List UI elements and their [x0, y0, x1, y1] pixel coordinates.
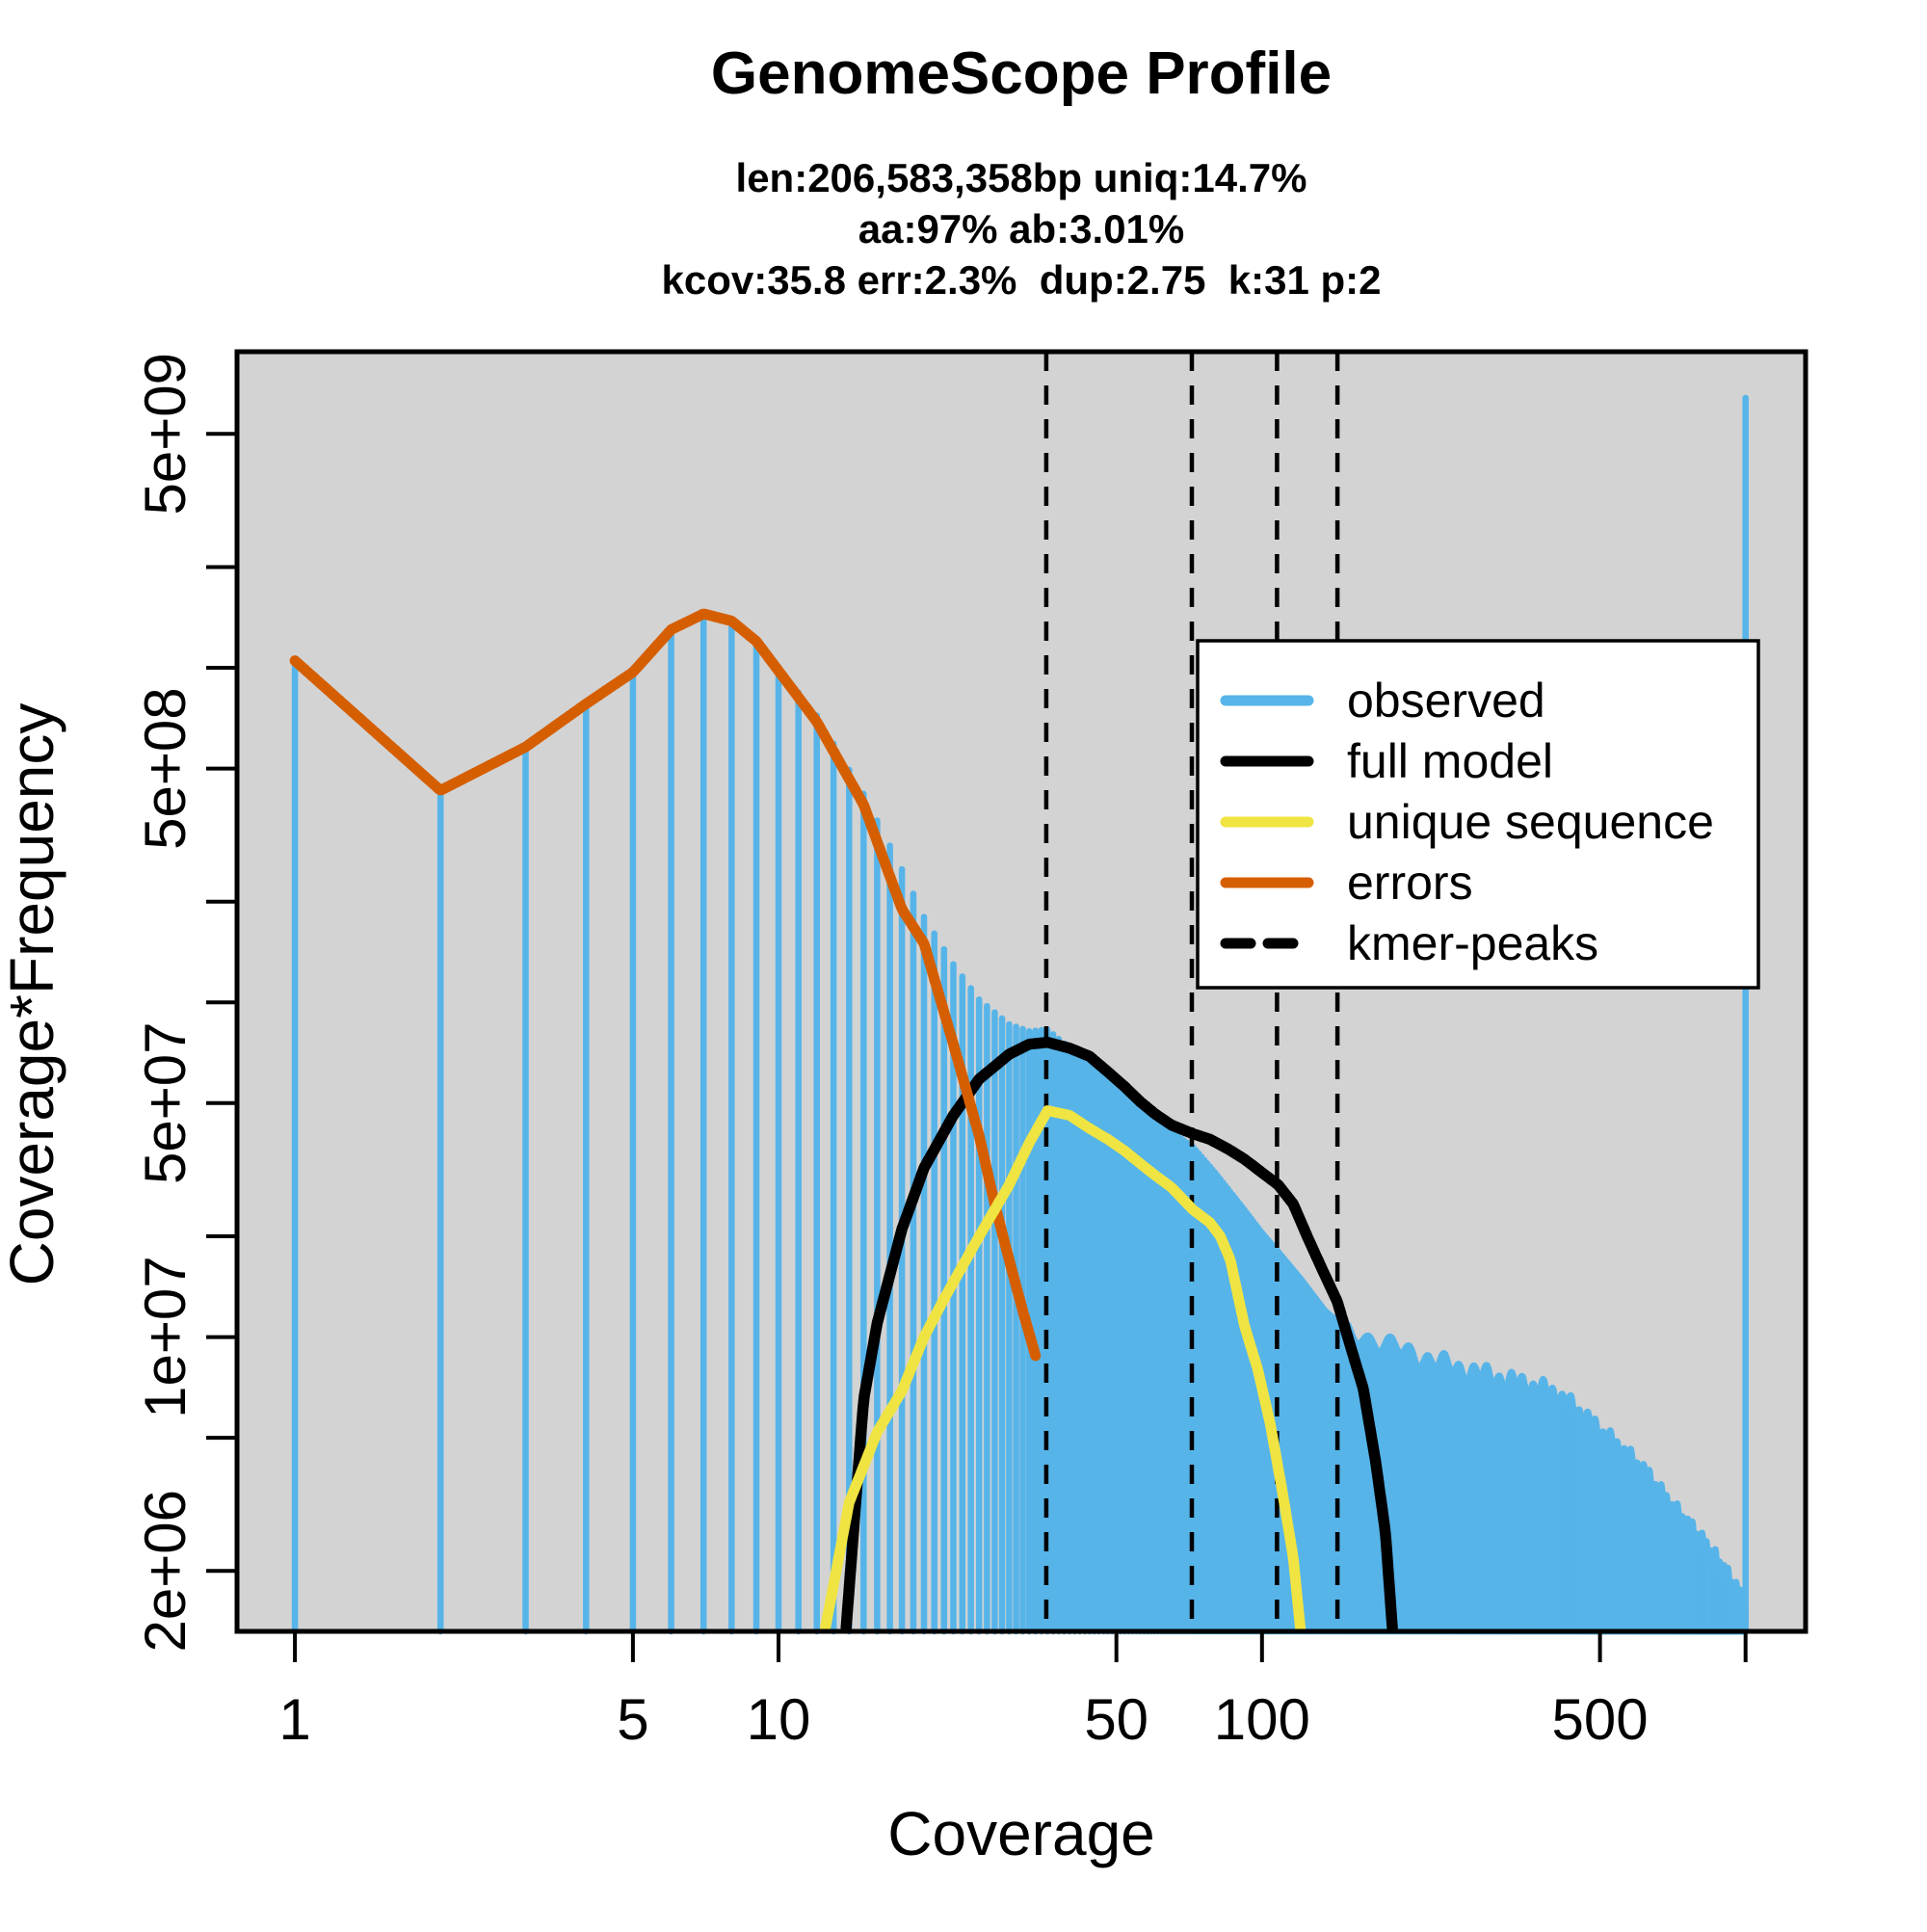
- chart-title: GenomeScope Profile: [711, 40, 1332, 107]
- x-axis-tick-label: 500: [1552, 1687, 1649, 1752]
- y-axis-tick-label: 1e+07: [133, 1256, 198, 1418]
- plot-border: [234, 349, 1808, 1634]
- x-axis-title: Coverage: [887, 1799, 1155, 1868]
- chart-subtitle-line-3: kcov:35.8 err:2.3% dup:2.75 k:31 p:2: [662, 257, 1382, 303]
- unique-sequence-curve: [820, 1105, 1307, 1634]
- errors-curve: [289, 608, 1042, 1362]
- y-axis-tick-label: 2e+06: [133, 1490, 198, 1653]
- legend-label-errors: errors: [1347, 856, 1473, 910]
- chart-subtitle-line-2: aa:97% ab:3.01%: [858, 206, 1185, 251]
- x-axis-tick-label: 1: [278, 1687, 310, 1752]
- axes-layer: 1 5 10 50 100 500 5e+09 5e+08 5e+07 1e+07 2e+06: [133, 349, 1808, 1752]
- legend-label-kmer-peaks: kmer-peaks: [1347, 916, 1598, 970]
- full-model-curve: [840, 1037, 1398, 1634]
- x-axis-tick-label: 10: [747, 1687, 811, 1752]
- chart-subtitle-line-1: len:206,583,358bp uniq:14.7%: [736, 155, 1307, 200]
- y-axis-tick-label: 5e+07: [133, 1022, 198, 1185]
- observed-histogram: [291, 394, 1749, 1635]
- legend-label-observed: observed: [1347, 674, 1545, 728]
- kmer-peaks-layer: [1043, 352, 1340, 1631]
- x-axis-tick-label: 5: [617, 1687, 648, 1752]
- y-axis-title: Coverage*Frequency: [0, 703, 66, 1286]
- x-axis-tick-label: 50: [1084, 1687, 1148, 1752]
- legend-label-unique-sequence: unique sequence: [1347, 795, 1714, 849]
- legend-label-full-model: full model: [1347, 734, 1553, 788]
- x-axis-tick-label: 100: [1214, 1687, 1310, 1752]
- y-axis-tick-label: 5e+09: [133, 353, 198, 516]
- legend-layer: observed full model unique sequence errors k…: [1196, 639, 1760, 990]
- model-curves-layer: [289, 608, 1398, 1634]
- y-axis-tick-label: 5e+08: [133, 687, 198, 850]
